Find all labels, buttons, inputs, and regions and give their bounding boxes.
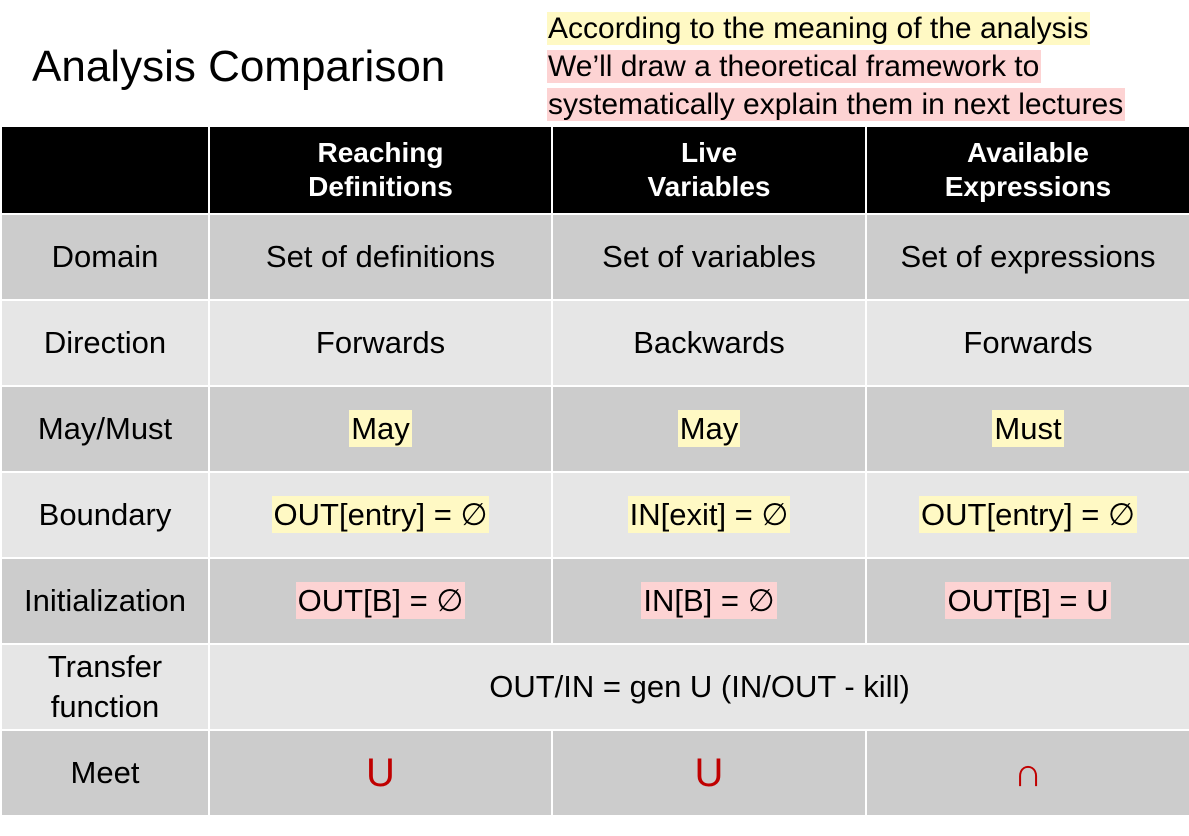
table-cell: IN[exit] = ∅ <box>551 471 867 559</box>
row-may-must: May/Must May May Must <box>0 385 1189 473</box>
header-live-variables: Live Variables <box>551 125 867 215</box>
highlighted-value: IN[exit] = ∅ <box>627 496 791 533</box>
row-label: Transfer function <box>0 643 210 731</box>
header-line: Expressions <box>944 171 1112 202</box>
row-meet: Meet U U ∩ <box>0 729 1189 817</box>
table-cell: IN[B] = ∅ <box>551 557 867 645</box>
note-line-1: According to the meaning of the analysis <box>547 12 1091 45</box>
row-label-line: Transfer <box>47 649 163 684</box>
table-cell: Must <box>865 385 1189 473</box>
row-boundary: Boundary OUT[entry] = ∅ IN[exit] = ∅ OUT… <box>0 471 1189 559</box>
highlighted-value: OUT[B] = ∅ <box>295 582 466 619</box>
table-cell: Forwards <box>208 299 553 387</box>
row-label: Domain <box>0 213 210 301</box>
transfer-function-cell: OUT/IN = gen U (IN/OUT - kill) <box>208 643 1189 731</box>
note-line-3: systematically explain them in next lect… <box>547 88 1126 121</box>
table-cell: U <box>551 729 867 817</box>
table-cell: Set of expressions <box>865 213 1189 301</box>
table-cell: Set of variables <box>551 213 867 301</box>
row-label: Boundary <box>0 471 210 559</box>
table-cell: Forwards <box>865 299 1189 387</box>
table-cell: OUT[entry] = ∅ <box>865 471 1189 559</box>
header-corner <box>0 125 210 215</box>
row-transfer-function: Transfer function OUT/IN = gen U (IN/OUT … <box>0 643 1189 731</box>
header-line: Definitions <box>308 171 453 202</box>
row-domain: Domain Set of definitions Set of variabl… <box>0 213 1189 301</box>
header-reaching-definitions: Reaching Definitions <box>208 125 553 215</box>
header-line: Variables <box>647 171 771 202</box>
meet-symbol: ∩ <box>1013 750 1043 795</box>
meet-symbol: U <box>694 750 724 795</box>
page-title: Analysis Comparison <box>32 42 446 91</box>
row-initialization: Initialization OUT[B] = ∅ IN[B] = ∅ OUT[… <box>0 557 1189 645</box>
table-cell: ∩ <box>865 729 1189 817</box>
table-cell: OUT[B] = U <box>865 557 1189 645</box>
table-cell: OUT[entry] = ∅ <box>208 471 553 559</box>
header-line: Reaching <box>317 137 444 168</box>
comparison-table: Reaching Definitions Live Variables Availa… <box>0 125 1189 817</box>
table-cell: Backwards <box>551 299 867 387</box>
highlighted-value: OUT[entry] = ∅ <box>271 496 490 533</box>
highlighted-value: IN[B] = ∅ <box>641 582 777 619</box>
table-cell: OUT[B] = ∅ <box>208 557 553 645</box>
row-label: Initialization <box>0 557 210 645</box>
table-cell: May <box>208 385 553 473</box>
row-label-line: function <box>50 689 160 724</box>
table-cell: May <box>551 385 867 473</box>
highlighted-value: OUT[entry] = ∅ <box>919 496 1137 533</box>
highlighted-value: May <box>677 410 741 447</box>
highlighted-value: OUT[B] = U <box>945 582 1111 619</box>
table-cell: Set of definitions <box>208 213 553 301</box>
meet-symbol: U <box>366 750 395 795</box>
table-header-row: Reaching Definitions Live Variables Availa… <box>0 125 1189 215</box>
row-label: May/Must <box>0 385 210 473</box>
header-line: Available <box>967 137 1089 168</box>
header-line: Live <box>680 137 738 168</box>
header-available-expressions: Available Expressions <box>865 125 1189 215</box>
note-line-2: We’ll draw a theoretical framework to <box>547 50 1042 83</box>
row-label: Direction <box>0 299 210 387</box>
row-direction: Direction Forwards Backwards Forwards <box>0 299 1189 387</box>
row-label: Meet <box>0 729 210 817</box>
table-cell: U <box>208 729 553 817</box>
highlighted-value: May <box>349 410 412 447</box>
annotation-note: According to the meaning of the analysis… <box>547 10 1126 124</box>
highlighted-value: Must <box>992 410 1064 447</box>
